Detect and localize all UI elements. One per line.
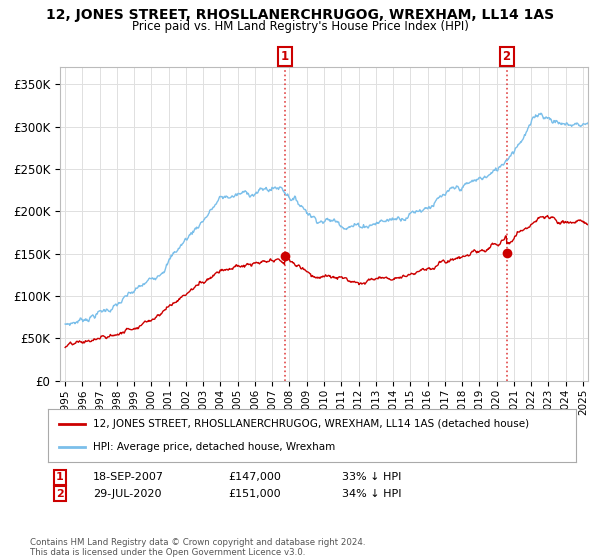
- Text: 2: 2: [56, 489, 64, 499]
- Text: 29-JUL-2020: 29-JUL-2020: [93, 489, 161, 499]
- Text: 34% ↓ HPI: 34% ↓ HPI: [342, 489, 401, 499]
- Text: 2: 2: [502, 50, 511, 63]
- Text: Price paid vs. HM Land Registry's House Price Index (HPI): Price paid vs. HM Land Registry's House …: [131, 20, 469, 32]
- Text: HPI: Average price, detached house, Wrexham: HPI: Average price, detached house, Wrex…: [93, 442, 335, 452]
- Text: 12, JONES STREET, RHOSLLANERCHRUGOG, WREXHAM, LL14 1AS (detached house): 12, JONES STREET, RHOSLLANERCHRUGOG, WRE…: [93, 419, 529, 429]
- Text: 1: 1: [56, 472, 64, 482]
- Text: £151,000: £151,000: [228, 489, 281, 499]
- Text: 33% ↓ HPI: 33% ↓ HPI: [342, 472, 401, 482]
- Text: 12, JONES STREET, RHOSLLANERCHRUGOG, WREXHAM, LL14 1AS: 12, JONES STREET, RHOSLLANERCHRUGOG, WRE…: [46, 8, 554, 22]
- Text: £147,000: £147,000: [228, 472, 281, 482]
- Text: Contains HM Land Registry data © Crown copyright and database right 2024.
This d: Contains HM Land Registry data © Crown c…: [30, 538, 365, 557]
- Text: 1: 1: [281, 50, 289, 63]
- Text: 18-SEP-2007: 18-SEP-2007: [93, 472, 164, 482]
